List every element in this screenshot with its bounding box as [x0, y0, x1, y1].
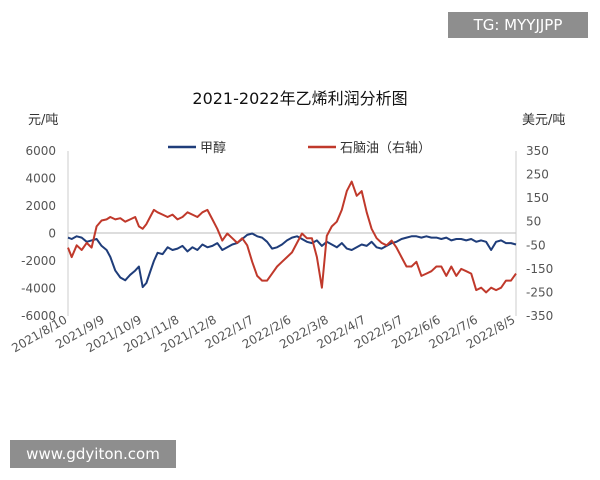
- series-lines: [67, 180, 517, 294]
- left-tick-labels: -6000 -4000 -2000 0 2000 4000 6000: [21, 144, 56, 323]
- left-tick-label: -2000: [21, 254, 56, 268]
- left-tick-label: 4000: [25, 172, 56, 186]
- left-tick-label: -4000: [21, 282, 56, 296]
- legend-label-methanol: 甲醇: [200, 140, 226, 156]
- right-tick-label: 150: [526, 191, 549, 205]
- right-tick-label: -50: [526, 238, 546, 252]
- watermark-top: TG: MYYJJPP: [448, 12, 588, 38]
- chart-title: 2021-2022年乙烯利润分析图: [192, 89, 407, 108]
- right-tick-labels: -350 -250 -150 -50 50 150 250 350: [526, 144, 553, 323]
- x-tick-labels: 2021/8/102021/9/92021/10/92021/11/82021/…: [9, 312, 517, 355]
- left-tick-label: -6000: [21, 309, 56, 323]
- right-tick-label: 50: [526, 215, 541, 229]
- right-tick-label: 250: [526, 168, 549, 182]
- legend: 甲醇 石脑油（右轴）: [168, 140, 431, 156]
- watermark-bottom: www.gdyiton.com: [10, 440, 176, 468]
- right-tick-label: -350: [526, 309, 553, 323]
- left-tick-label: 6000: [25, 144, 56, 158]
- legend-label-naphtha: 石脑油（右轴）: [340, 141, 431, 156]
- left-tick-label: 0: [48, 227, 56, 241]
- y-axis-right-label: 美元/吨: [522, 113, 565, 128]
- series-line-naphtha: [67, 180, 517, 294]
- right-tick-label: -150: [526, 262, 553, 276]
- y-axis-left-label: 元/吨: [28, 113, 58, 128]
- right-tick-label: -250: [526, 285, 553, 299]
- series-line-methanol: [67, 232, 517, 289]
- left-tick-label: 2000: [25, 199, 56, 213]
- right-tick-label: 350: [526, 144, 549, 158]
